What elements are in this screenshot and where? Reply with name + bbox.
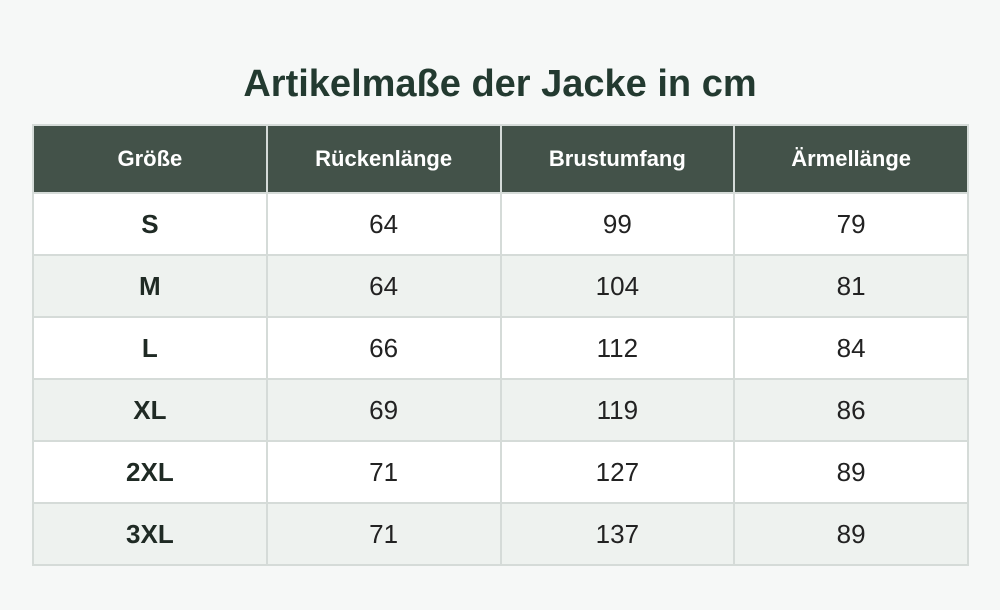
- column-header-sleeve-length: Ärmellänge: [733, 124, 969, 194]
- table-header-row: Größe Rückenlänge Brustumfang Ärmellänge: [32, 124, 969, 194]
- chest-cell: 127: [499, 440, 736, 504]
- column-header-back-length: Rückenlänge: [265, 124, 502, 194]
- chest-cell: 119: [499, 378, 736, 442]
- size-cell: L: [32, 316, 268, 380]
- table-row: XL 69 119 86: [32, 378, 969, 442]
- back-length-cell: 69: [265, 378, 502, 442]
- sleeve-length-cell: 89: [733, 502, 969, 566]
- size-cell: S: [32, 192, 268, 256]
- back-length-cell: 64: [265, 254, 502, 318]
- sleeve-length-cell: 86: [733, 378, 969, 442]
- size-cell: M: [32, 254, 268, 318]
- size-cell: 3XL: [32, 502, 268, 566]
- page-title: Artikelmaße der Jacke in cm: [243, 63, 757, 105]
- sleeve-length-cell: 79: [733, 192, 969, 256]
- sleeve-length-cell: 81: [733, 254, 969, 318]
- table-row: 2XL 71 127 89: [32, 440, 969, 504]
- size-chart-table: Größe Rückenlänge Brustumfang Ärmellänge…: [32, 124, 969, 566]
- back-length-cell: 71: [265, 440, 502, 504]
- sleeve-length-cell: 89: [733, 440, 969, 504]
- column-header-size: Größe: [32, 124, 268, 194]
- table-row: 3XL 71 137 89: [32, 502, 969, 566]
- sleeve-length-cell: 84: [733, 316, 969, 380]
- chest-cell: 137: [499, 502, 736, 566]
- table-row: M 64 104 81: [32, 254, 969, 318]
- chest-cell: 99: [499, 192, 736, 256]
- table-row: S 64 99 79: [32, 192, 969, 256]
- back-length-cell: 66: [265, 316, 502, 380]
- table-row: L 66 112 84: [32, 316, 969, 380]
- chest-cell: 112: [499, 316, 736, 380]
- column-header-chest: Brustumfang: [499, 124, 736, 194]
- back-length-cell: 71: [265, 502, 502, 566]
- chest-cell: 104: [499, 254, 736, 318]
- size-cell: 2XL: [32, 440, 268, 504]
- back-length-cell: 64: [265, 192, 502, 256]
- size-cell: XL: [32, 378, 268, 442]
